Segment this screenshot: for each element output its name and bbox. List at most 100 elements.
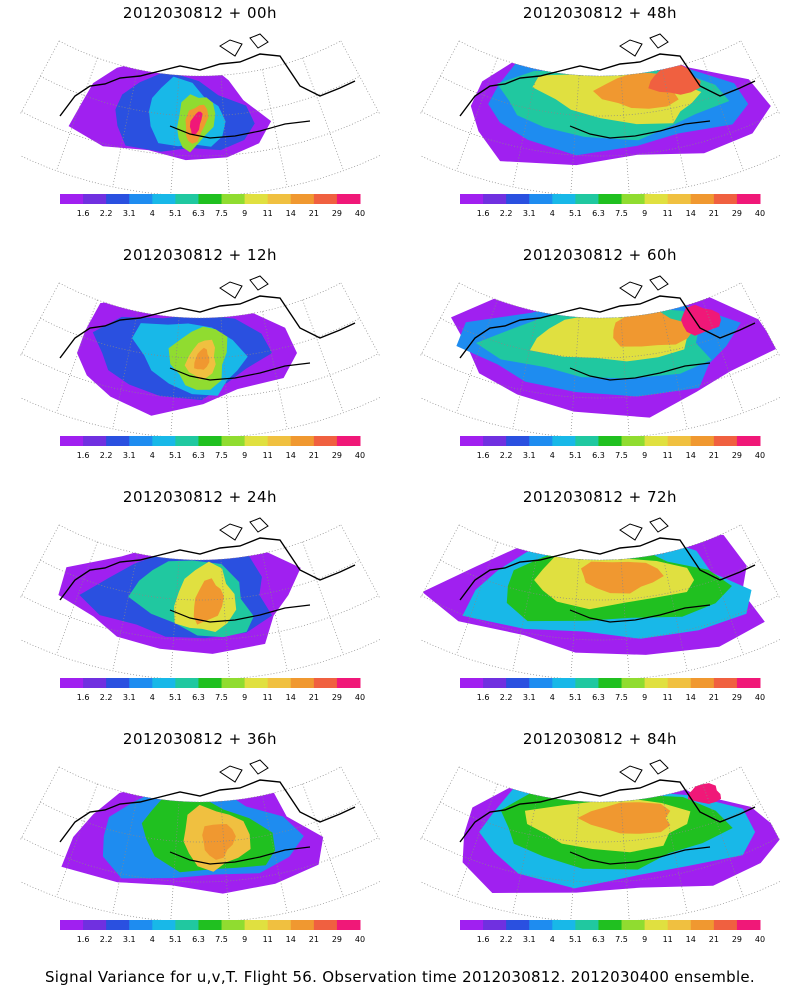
coastline [569,604,711,623]
colorbar-swatch [175,920,199,930]
colorbar-label: 4 [150,693,155,702]
colorbar-swatch [152,436,176,446]
colorbar-swatch [690,194,715,204]
latitude-line [420,397,780,436]
coastline [169,362,311,381]
latitude-line [420,155,780,194]
colorbar-swatch [198,920,223,930]
panel-12h: 2012030812 + 12h 1.6 2.2 3.1 4 5.1 6.3 7.5 9 11 1… [0,242,400,482]
coastline [169,604,311,623]
meridian-line [420,40,460,116]
colorbar-swatch [598,678,623,688]
meridian-line [112,311,138,429]
coastline [59,537,356,601]
latitude-line [20,639,380,678]
meridian-line [740,282,780,358]
colorbar-label: 9 [242,693,247,702]
colorbar-swatch [267,678,292,688]
meridian-line [420,282,460,358]
colorbar-label: 6.3 [592,451,605,460]
meridian-line [302,783,344,897]
colorbar-label: 6.3 [592,935,605,944]
meridian-line [220,75,230,194]
colorbar-label: 40 [355,935,365,944]
coastline [619,33,669,57]
colorbar-label: 40 [755,935,765,944]
colorbar-label: 5.1 [169,209,182,218]
coastline [619,275,669,299]
meridian-line [512,311,538,429]
colorbar-label: 29 [732,209,742,218]
contour-fill [193,578,224,625]
colorbar-swatch [713,194,738,204]
colorbar-swatch [313,678,338,688]
colorbar-swatch [552,194,576,204]
colorbar-swatch [129,436,153,446]
colorbar-label: 4 [550,693,555,702]
coastline [459,779,756,843]
meridian-line [570,75,580,194]
colorbar-label: 3.1 [123,209,136,218]
latitude-line [421,111,779,157]
colorbar-swatch [198,678,223,688]
colorbar-label: 2.2 [100,451,113,460]
colorbar-label: 5.1 [169,451,182,460]
coastline [569,362,711,381]
latitude-line [40,75,360,117]
signal-variance-field [58,539,301,654]
latitude-line [58,282,342,319]
colorbar-label: 21 [709,451,719,460]
colorbar-label: 21 [309,209,319,218]
colorbar-label: 7.5 [215,451,228,460]
colorbar-swatch [106,678,130,688]
coastline [59,53,356,117]
meridian-line [56,541,98,655]
coastline [459,53,756,117]
meridian-line [56,299,98,413]
colorbar-label: 1.6 [77,935,90,944]
colorbar-swatch [483,920,507,930]
colorbar-swatch [60,436,84,446]
colorbar: 1.6 2.2 3.1 4 5.1 6.3 7.5 9 11 14 21 29 40 [460,920,765,944]
colorbar-swatch [60,194,84,204]
coastline [169,846,311,865]
colorbar-label: 4 [150,451,155,460]
colorbar-swatch [713,678,738,688]
colorbar-swatch [83,194,107,204]
meridian-line [456,783,498,897]
contour-fill [189,111,203,135]
meridian-line [56,57,98,171]
colorbar-label: 11 [663,935,673,944]
meridian-line [262,311,288,429]
coastline [59,295,356,359]
latitude-line [21,353,379,399]
colorbar-label: 3.1 [123,935,136,944]
colorbar-label: 3.1 [123,693,136,702]
colorbar-label: 6.3 [592,209,605,218]
latitude-line [58,40,342,77]
colorbar-swatch [129,678,153,688]
latitude-line [458,282,742,319]
colorbar-label: 2.2 [500,209,513,218]
meridian-line [420,766,460,842]
colorbar-swatch [152,678,176,688]
colorbar-swatch [198,194,223,204]
map-60h [420,275,780,436]
colorbar-swatch [667,920,692,930]
colorbar-swatch [244,678,269,688]
latitude-line [420,881,780,920]
colorbar-label: 29 [332,935,342,944]
colorbar-label: 14 [286,451,296,460]
colorbar-swatch [736,436,761,446]
colorbar-swatch [83,436,107,446]
colorbar-swatch [736,920,761,930]
colorbar-swatch [244,436,269,446]
colorbar-label: 7.5 [615,935,628,944]
colorbar-label: 5.1 [169,693,182,702]
colorbar-swatch [483,436,507,446]
colorbar-label: 2.2 [500,451,513,460]
colorbar-swatch [736,194,761,204]
meridian-line [340,766,380,842]
colorbar-swatch [460,436,484,446]
colorbar-swatch [221,194,246,204]
